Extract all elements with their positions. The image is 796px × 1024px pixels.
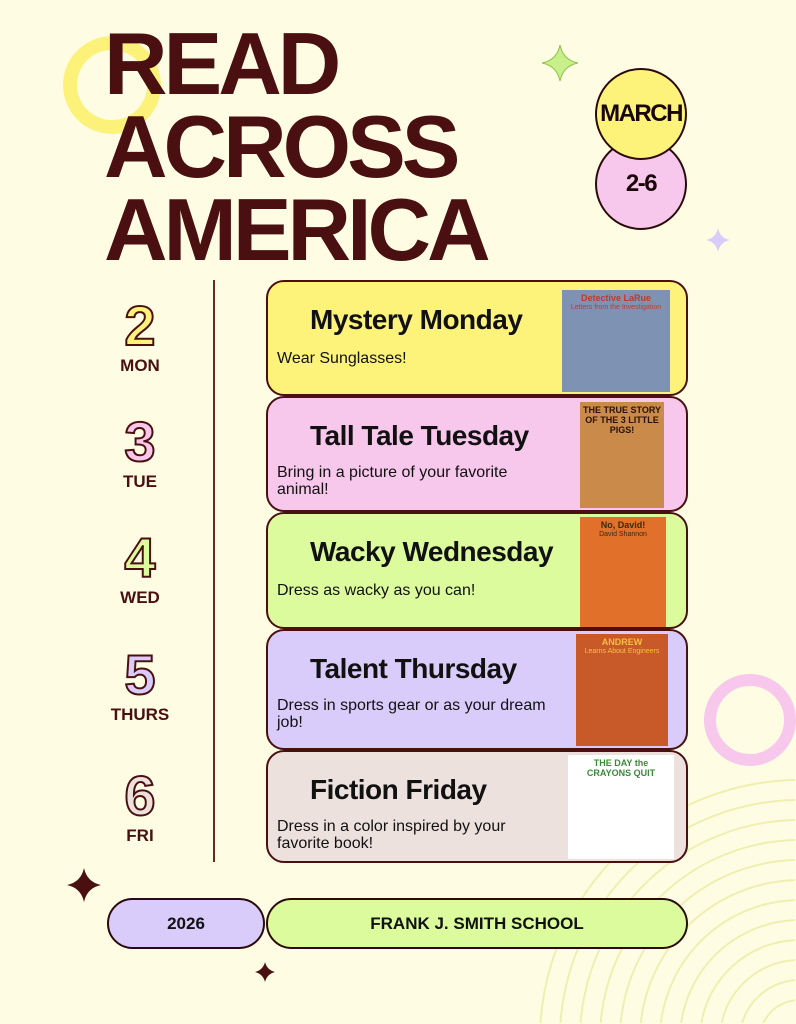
arc-line (579, 819, 796, 1024)
arc-line (599, 839, 796, 1024)
day-number: 4 (123, 526, 156, 589)
day-label-thurs: 5 THURS (90, 643, 190, 725)
day-card: Mystery Monday Wear Sunglasses! Detectiv… (266, 280, 688, 396)
arc-line (720, 959, 796, 1024)
year-pill: 2026 (107, 898, 265, 949)
day-label-mon: 2 MON (90, 294, 190, 376)
day-number: 2 (123, 294, 156, 357)
day-abbr: FRI (126, 826, 154, 845)
book-title: ANDREW (601, 637, 643, 647)
book-subtitle: Letters from the Investigation (570, 304, 662, 311)
day-number: 5 (123, 643, 156, 706)
month-text: MARCH (600, 100, 683, 127)
arc-line (762, 999, 796, 1024)
day-abbr: TUE (123, 472, 157, 491)
sparkle-icon (67, 868, 101, 902)
day-theme-description: Dress as wacky as you can! (277, 582, 476, 599)
day-number: 3 (123, 410, 156, 473)
day-theme-description: Dress in a color inspired by your favori… (277, 818, 506, 852)
pink-ring (704, 674, 796, 766)
book-cover-image: No, David! David Shannon (580, 517, 666, 627)
day-theme-description: Bring in a picture of your favorite anim… (277, 464, 508, 498)
divider-line (213, 280, 215, 862)
day-abbr: MON (120, 356, 160, 375)
day-theme-title: Wacky Wednesday (310, 536, 554, 567)
arc-line (639, 879, 796, 1024)
book-subtitle: Learns About Engineers (584, 648, 660, 655)
book-subtitle: David Shannon (599, 531, 647, 538)
school-pill: FRANK J. SMITH SCHOOL (266, 898, 688, 949)
arc-line (700, 939, 796, 1024)
page-title: READ ACROSS AMERICA (104, 14, 491, 279)
book-cover-image: THE DAY the CRAYONS QUIT (568, 755, 674, 859)
day-label-fri: 6 FRI (90, 764, 190, 846)
book-cover-image: Detective LaRue Letters from the Investi… (562, 290, 670, 392)
sparkle-icon (706, 228, 730, 252)
day-theme-description: Dress in sports gear or as your dream jo… (277, 697, 546, 731)
arc-line (659, 899, 796, 1024)
arc-line (559, 799, 796, 1024)
sparkle-icon (541, 44, 579, 82)
day-card: Talent Thursday Dress in sports gear or … (266, 629, 688, 750)
year-text: 2026 (167, 913, 205, 933)
date-range-text: 2-6 (625, 170, 658, 197)
book-title: THE DAY the CRAYONS QUIT (586, 758, 656, 778)
day-theme-title: Fiction Friday (310, 774, 487, 805)
day-theme-description: Wear Sunglasses! (277, 350, 407, 367)
yellow-ring (63, 36, 161, 134)
day-card: Tall Tale Tuesday Bring in a picture of … (266, 396, 688, 512)
day-card: Fiction Friday Dress in a color inspired… (266, 750, 688, 863)
arc-line (680, 919, 796, 1024)
book-cover-image: THE TRUE STORY OF THE 3 LITTLE PIGS! (580, 402, 664, 508)
day-abbr: WED (120, 588, 160, 607)
school-text: FRANK J. SMITH SCHOOL (370, 913, 584, 933)
day-theme-title: Talent Thursday (310, 653, 517, 684)
day-label-tue: 3 TUE (90, 410, 190, 492)
sparkle-icon (255, 962, 275, 982)
book-title: No, David! (600, 520, 646, 530)
day-theme-title: Tall Tale Tuesday (310, 420, 529, 451)
day-card: Wacky Wednesday Dress as wacky as you ca… (266, 512, 688, 629)
day-abbr: THURS (110, 705, 170, 724)
title-line: AMERICA (104, 180, 491, 279)
title-line: READ (104, 14, 341, 113)
day-theme-title: Mystery Monday (310, 304, 523, 335)
title-line: ACROSS (104, 97, 460, 196)
book-cover-image: ANDREW Learns About Engineers (576, 634, 668, 746)
day-label-wed: 4 WED (90, 526, 190, 608)
arc-line (741, 979, 796, 1024)
month-badge: MARCH (595, 68, 687, 160)
book-title: THE TRUE STORY OF THE 3 LITTLE PIGS! (583, 405, 662, 435)
book-title: Detective LaRue (580, 293, 652, 303)
day-number: 6 (123, 764, 156, 827)
